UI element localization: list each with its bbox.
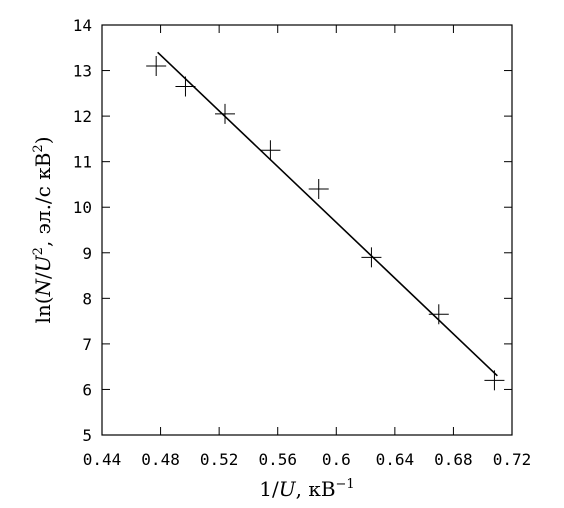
fit-line (157, 51, 498, 377)
data-point (308, 179, 329, 199)
data-point (484, 370, 505, 391)
x-axis-label-unit: , кВ (296, 477, 336, 501)
x-axis-label-exp: −1 (336, 477, 355, 492)
y-axis-label-slash: / (31, 272, 55, 279)
y-tick-label: 9 (82, 244, 92, 263)
x-tick-label: 0.48 (141, 450, 180, 469)
y-axis-label-u: U (31, 254, 55, 272)
y-tick-label: 11 (73, 153, 92, 172)
fit-line-group (157, 51, 498, 377)
x-tick-label: 0.52 (200, 450, 239, 469)
plot-frame (101, 24, 513, 436)
y-axis-label-unit: , эл./с кВ (31, 153, 55, 247)
y-tick-labels: 5 6 7 8 9 10 11 12 13 14 (73, 16, 92, 445)
y-axis-label-exp2: 2 (31, 144, 46, 152)
data-point (175, 76, 196, 97)
y-axis-label-exp1: 2 (31, 247, 46, 255)
x-tick-label: 0.56 (258, 450, 297, 469)
x-axis-label-prefix: 1/ (259, 477, 279, 501)
y-tick-label: 5 (82, 426, 92, 445)
y-axis-label-ln: ln( (31, 296, 55, 323)
x-tick-label: 0.6 (322, 450, 351, 469)
y-tick-label: 10 (73, 198, 92, 217)
y-axis-label: ln(N/U2, эл./с кВ2) (31, 136, 55, 323)
x-axis-label-var: U (279, 477, 297, 501)
x-tick-label: 0.72 (493, 450, 532, 469)
data-points (146, 56, 505, 391)
x-axis-label: 1/U, кВ−1 (259, 477, 354, 501)
data-point (260, 140, 281, 161)
y-tick-label: 6 (82, 380, 92, 399)
data-point (215, 103, 235, 124)
data-point (428, 304, 449, 325)
y-axis-label-close: ) (31, 136, 55, 144)
x-tick-labels: 0.44 0.48 0.52 0.56 0.6 0.64 0.68 0.72 (83, 450, 532, 469)
y-tick-label: 13 (73, 62, 92, 81)
x-tick-label: 0.64 (376, 450, 415, 469)
ticks (101, 24, 513, 436)
y-tick-label: 12 (73, 107, 92, 126)
x-tick-label: 0.68 (434, 450, 473, 469)
data-point (361, 247, 382, 268)
x-tick-label: 0.44 (83, 450, 122, 469)
y-tick-label: 7 (82, 335, 92, 354)
y-tick-label: 8 (82, 289, 92, 308)
data-point (146, 56, 167, 76)
y-tick-label: 14 (73, 16, 92, 35)
y-axis-label-n: N (31, 277, 55, 297)
